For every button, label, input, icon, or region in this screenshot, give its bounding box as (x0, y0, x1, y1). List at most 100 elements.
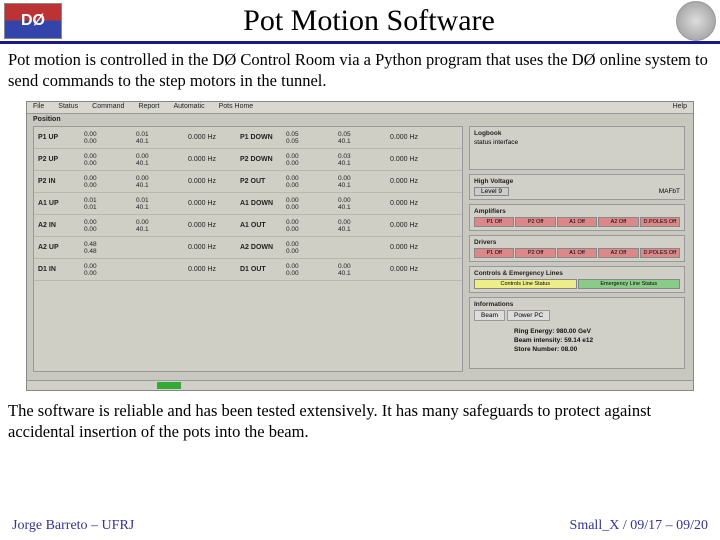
mafbt-label: MAFbT (659, 188, 680, 195)
beam-intensity: Beam intensity: 59.14 e12 (514, 336, 680, 345)
status-button[interactable]: A2 Off (598, 248, 638, 258)
pot-row: P1 UP 0.000.00 0.0140.1 0.000 Hz P1 DOWN 0.05… (34, 127, 462, 149)
pot-label: P2 UP (38, 156, 80, 163)
pot-vals: 0.0040.1 (338, 219, 386, 233)
pot-hz: 0.000 Hz (390, 200, 438, 207)
pot-hz: 0.000 Hz (188, 222, 236, 229)
pot-row: P2 IN0.000.000.0040.10.000 HzP2 OUT0.000… (34, 171, 462, 193)
footer-page: Small_X / 09/17 – 09/20 (570, 518, 708, 534)
pot-label: A2 DOWN (240, 244, 282, 251)
info-title: Informations (474, 301, 680, 308)
menu-report[interactable]: Report (138, 103, 159, 112)
pot-label: P2 DOWN (240, 156, 282, 163)
status-button[interactable]: A2 Off (598, 217, 638, 227)
drivers-title: Drivers (474, 239, 680, 246)
slide-header: DØ Pot Motion Software (0, 0, 720, 44)
tab-beam[interactable]: Beam (474, 310, 505, 321)
pot-label: A2 IN (38, 222, 80, 229)
logbook-text: status interface (474, 139, 680, 146)
pot-vals: 0.000.00 (84, 131, 132, 145)
footer-author: Jorge Barreto – UFRJ (12, 518, 134, 534)
pot-vals: 0.000.00 (286, 153, 334, 167)
status-button[interactable]: P2 Off (515, 217, 555, 227)
menu-command[interactable]: Command (92, 103, 124, 112)
pot-row: A2 UP0.480.480.000 HzA2 DOWN0.000.000.00… (34, 237, 462, 259)
pot-label: A1 UP (38, 200, 80, 207)
pot-vals: 0.000.00 (286, 263, 334, 277)
pot-label: P1 UP (38, 134, 80, 141)
info-content: Ring Energy: 980.00 GeV Beam intensity: … (474, 321, 680, 354)
pot-hz: 0.000 Hz (390, 178, 438, 185)
slide-title: Pot Motion Software (62, 4, 676, 38)
pot-vals: 0.000.00 (84, 263, 132, 277)
pot-hz: 0.000 Hz (188, 134, 236, 141)
menu-file[interactable]: File (33, 103, 44, 112)
pot-vals: 0.050.05 (286, 131, 334, 145)
controls-title: Controls & Emergency Lines (474, 270, 680, 277)
menu-help[interactable]: Help (673, 103, 687, 112)
pot-label: P1 DOWN (240, 134, 282, 141)
status-button[interactable]: D.POLES Off (640, 248, 680, 258)
pot-vals: 0.000.00 (286, 241, 334, 255)
status-button[interactable]: Controls Line Status (474, 279, 577, 289)
pot-hz: 0.000 Hz (188, 156, 236, 163)
pot-label: A2 UP (38, 244, 80, 251)
d0-logo: DØ (4, 3, 62, 39)
pot-vals: 0.000.00 (286, 175, 334, 189)
amplifiers-box: Amplifiers P1 OffP2 OffA1 OffA2 OffD.POL… (469, 204, 685, 231)
hv-box: High Voltage Level 9 MAFbT (469, 174, 685, 200)
app-screenshot: File Status Command Report Automatic Pots Hom… (26, 101, 694, 391)
menu-pots-home[interactable]: Pots Home (219, 103, 254, 112)
pot-vals: 0.000.00 (286, 197, 334, 211)
status-panel: Logbook status interface High Voltage Le… (469, 126, 685, 372)
status-button[interactable]: Emergency Line Status (578, 279, 681, 289)
pot-vals: 0.0140.1 (136, 131, 184, 145)
pot-vals: 0.000.00 (84, 219, 132, 233)
status-button[interactable]: P1 Off (474, 248, 514, 258)
pot-row: A2 IN0.000.000.0040.10.000 HzA1 OUT0.000… (34, 215, 462, 237)
drivers-box: Drivers P1 OffP2 OffA1 OffA2 OffD.POLES … (469, 235, 685, 262)
info-box: Informations BeamPower PC Ring Energy: 9… (469, 297, 685, 369)
pot-vals: 0.000.00 (84, 153, 132, 167)
pot-vals: 0.0340.1 (338, 153, 386, 167)
level-button[interactable]: Level 9 (474, 187, 509, 196)
pot-vals: 0.0140.1 (136, 197, 184, 211)
pot-vals: 0.010.01 (84, 197, 132, 211)
hv-title: High Voltage (474, 178, 680, 185)
pot-vals: 0.000.00 (84, 175, 132, 189)
status-button[interactable]: D.POLES Off (640, 217, 680, 227)
status-button[interactable]: A1 Off (557, 248, 597, 258)
pot-hz: 0.000 Hz (188, 244, 236, 251)
pot-vals: 0.0040.1 (338, 175, 386, 189)
pot-hz: 0.000 Hz (188, 200, 236, 207)
menu-automatic[interactable]: Automatic (173, 103, 204, 112)
pot-hz: 0.000 Hz (390, 266, 438, 273)
pot-label: D1 IN (38, 266, 80, 273)
pot-hz: 0.000 Hz (390, 156, 438, 163)
position-label: Position (33, 116, 61, 123)
status-button[interactable]: P2 Off (515, 248, 555, 258)
tab-power-pc[interactable]: Power PC (507, 310, 550, 321)
pot-vals: 0.000.00 (286, 219, 334, 233)
logbook-title: Logbook (474, 130, 680, 137)
slide-footer: Jorge Barreto – UFRJ Small_X / 09/17 – 0… (0, 518, 720, 534)
pot-row: D1 IN0.000.000.000 HzD1 OUT0.000.000.004… (34, 259, 462, 281)
pot-label: A1 DOWN (240, 200, 282, 207)
pot-hz: 0.000 Hz (390, 134, 438, 141)
pot-vals: 0.0040.1 (136, 175, 184, 189)
pot-vals: 0.0040.1 (338, 263, 386, 277)
intro-text: Pot motion is controlled in the DØ Contr… (0, 44, 720, 97)
status-button[interactable]: P1 Off (474, 217, 514, 227)
amplifiers-title: Amplifiers (474, 208, 680, 215)
pot-row: A1 UP 0.010.01 0.0140.1 0.000 Hz A1 DOWN 0.00… (34, 193, 462, 215)
pot-hz: 0.000 Hz (188, 266, 236, 273)
pot-vals: 0.0540.1 (338, 131, 386, 145)
controls-box: Controls & Emergency Lines Controls Line… (469, 266, 685, 293)
seal-logo (676, 1, 716, 41)
logbook-box: Logbook status interface (469, 126, 685, 170)
menubar: File Status Command Report Automatic Pots Hom… (27, 102, 693, 114)
status-button[interactable]: A1 Off (557, 217, 597, 227)
pot-hz: 0.000 Hz (390, 244, 438, 251)
pot-hz: 0.000 Hz (188, 178, 236, 185)
menu-status[interactable]: Status (58, 103, 78, 112)
